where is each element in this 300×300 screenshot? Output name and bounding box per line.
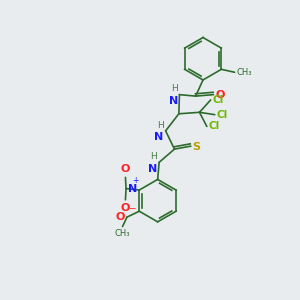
Text: CH₃: CH₃ — [236, 68, 252, 77]
Text: S: S — [193, 142, 201, 152]
Text: H: H — [171, 85, 178, 94]
Text: O: O — [115, 212, 124, 222]
Text: N: N — [128, 184, 137, 194]
Text: H: H — [150, 152, 157, 161]
Text: O: O — [120, 164, 130, 174]
Text: Cl: Cl — [212, 95, 224, 105]
Text: CH₃: CH₃ — [115, 230, 130, 238]
Text: N: N — [169, 96, 178, 106]
Text: +: + — [133, 176, 139, 185]
Text: O: O — [215, 90, 225, 100]
Text: Cl: Cl — [216, 110, 227, 120]
Text: N: N — [148, 164, 157, 173]
Text: Cl: Cl — [208, 122, 220, 131]
Text: −: − — [128, 203, 135, 212]
Text: H: H — [157, 121, 164, 130]
Text: O: O — [120, 203, 130, 213]
Text: N: N — [154, 132, 164, 142]
